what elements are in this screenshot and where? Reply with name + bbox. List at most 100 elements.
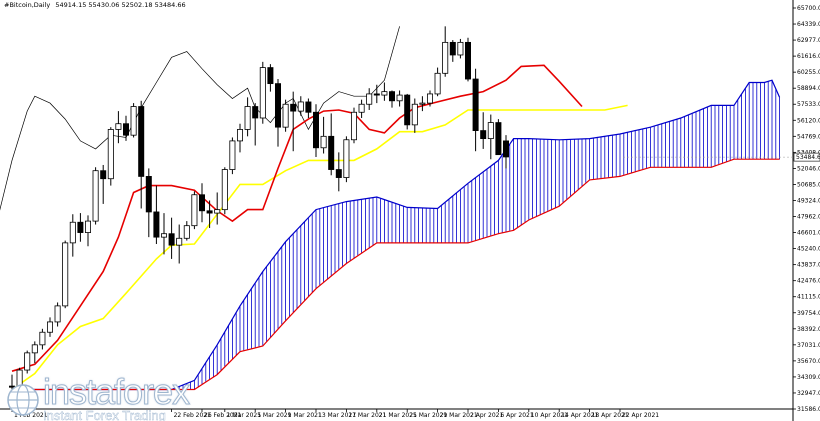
chart-symbol: #Bitcoin,Daily (4, 1, 51, 9)
candle-body (191, 194, 198, 227)
time-tick-label: 10 Apr 2021 (531, 412, 568, 419)
candle-body (419, 102, 426, 105)
candle-body (396, 94, 403, 102)
candle-body (267, 67, 274, 85)
candle-body (305, 101, 312, 113)
senkou-span-b (12, 158, 780, 391)
candle (191, 191, 198, 230)
candle-body (85, 220, 92, 233)
candle (236, 123, 243, 153)
candle (426, 90, 433, 107)
candle (24, 350, 31, 374)
price-tick-label: 58894.00 (797, 85, 820, 92)
candle (221, 167, 228, 215)
chikou-span (0, 26, 400, 211)
time-tick-label: 2 Apr 2021 (470, 412, 503, 419)
candle-body (434, 72, 441, 95)
price-tick-label: 61616.00 (797, 53, 820, 60)
candle (487, 114, 494, 160)
candle (449, 40, 456, 62)
candle-body (176, 237, 183, 246)
price-tick-label: 37031.00 (797, 342, 820, 349)
candle-body (290, 103, 297, 112)
candle (320, 116, 327, 154)
logo-brand: instaforex (42, 371, 190, 412)
current-price-label: 53484.66 (796, 154, 820, 161)
candle (358, 99, 365, 118)
price-tick-label: 46601.00 (797, 230, 820, 237)
current-price-box (793, 152, 820, 162)
kijun-sen (11, 104, 628, 391)
candle (39, 328, 46, 350)
candle (244, 97, 251, 137)
price-tick-label: 39754.00 (797, 310, 820, 317)
candle (457, 38, 464, 59)
candle (168, 217, 175, 259)
candle-body (130, 106, 137, 136)
candle-body (24, 352, 31, 371)
time-tick-label: 26 Feb 2021 (204, 412, 242, 419)
candle-body (115, 123, 122, 130)
candle-body (214, 209, 221, 214)
candle (77, 213, 84, 242)
price-tick-label: 60255.00 (797, 69, 820, 76)
logo-tagline: Instant Forex Trading (43, 408, 166, 421)
candle-body (168, 233, 175, 246)
candle-body (138, 106, 145, 177)
candle-body (373, 93, 380, 96)
price-tick-label: 65700.00 (797, 5, 820, 12)
candle (160, 213, 167, 255)
candle (312, 104, 319, 157)
price-tick-label: 43837.00 (797, 262, 820, 269)
candle (183, 221, 190, 241)
candle-body (100, 170, 107, 180)
price-tick-label: 31586.00 (797, 406, 820, 413)
candle-body (480, 130, 487, 140)
candle (267, 64, 274, 92)
candle (138, 100, 145, 209)
time-tick-label: 22 Apr 2021 (622, 412, 659, 419)
candle-body (328, 135, 335, 170)
senkou-span-a (12, 79, 781, 391)
indicator-lines (0, 26, 628, 391)
candle (328, 113, 335, 176)
candle (282, 99, 289, 132)
candle-body (274, 83, 281, 128)
candle-body (464, 41, 471, 80)
chart-ohlc: 54914.15 55430.06 52502.18 53484.66 (55, 1, 186, 9)
candle-body (366, 93, 373, 105)
candle (396, 90, 403, 107)
candle-body (495, 122, 502, 156)
candle-body (426, 93, 433, 104)
candle-body (388, 91, 395, 102)
ichimoku-cloud (12, 79, 781, 391)
tenkan-sen (11, 64, 583, 372)
price-tick-label: 45240.00 (797, 246, 820, 253)
candle (381, 82, 388, 101)
candle-body (411, 103, 418, 126)
candle-body (160, 233, 167, 238)
candle-body (62, 242, 69, 307)
candle-body (31, 344, 38, 354)
candle (290, 91, 297, 152)
price-tick-label: 49324.00 (797, 197, 820, 204)
price-tick-label: 41115.00 (797, 294, 820, 301)
candle-body (123, 123, 130, 136)
candle-body (350, 111, 357, 141)
candle (176, 224, 183, 264)
time-tick-label: 29 Mar 2021 (440, 412, 478, 419)
candle-body (449, 41, 456, 56)
candle-body (335, 169, 342, 178)
candle-body (252, 106, 259, 119)
candle-body (472, 78, 479, 131)
candle (434, 67, 441, 97)
candle (495, 119, 502, 156)
logo-globe-icon (7, 384, 39, 416)
candle (69, 214, 76, 257)
candle (145, 168, 152, 238)
candle (411, 98, 418, 133)
candle-body (8, 385, 15, 388)
